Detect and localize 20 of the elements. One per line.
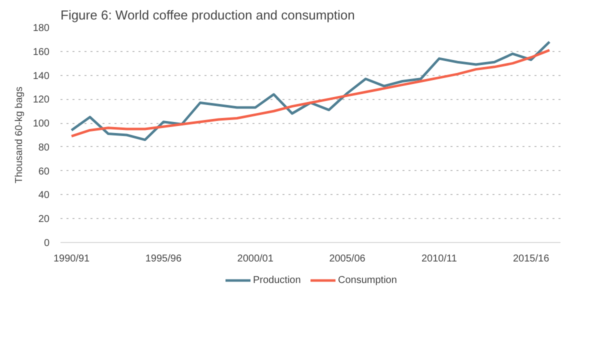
y-tick-label: 160: [32, 46, 50, 58]
x-tick-label: 2015/16: [513, 254, 550, 264]
y-tick-label: 80: [38, 142, 50, 154]
y-axis-title: Thousand 60-kg bags: [14, 86, 25, 184]
y-tick-label: 60: [38, 166, 50, 178]
y-tick-label: 20: [38, 214, 50, 226]
x-tick-label: 2000/01: [237, 254, 274, 264]
x-tick-label: 1995/96: [145, 254, 182, 264]
y-tick-label: 120: [32, 94, 50, 106]
x-tick-label: 2010/11: [421, 254, 458, 264]
x-tick-label: 2005/06: [329, 254, 366, 264]
y-tick-label: 140: [32, 70, 50, 82]
y-tick-label: 180: [32, 23, 50, 34]
y-tick-label: 40: [38, 190, 50, 202]
legend-label: Production: [253, 275, 301, 286]
y-tick-label: 100: [32, 118, 50, 130]
chart-title: Figure 6: World coffee production and consumption: [60, 8, 355, 22]
y-tick-label: 0: [44, 238, 50, 249]
x-tick-label: 1990/91: [53, 254, 90, 264]
legend-label: Consumption: [338, 275, 397, 286]
